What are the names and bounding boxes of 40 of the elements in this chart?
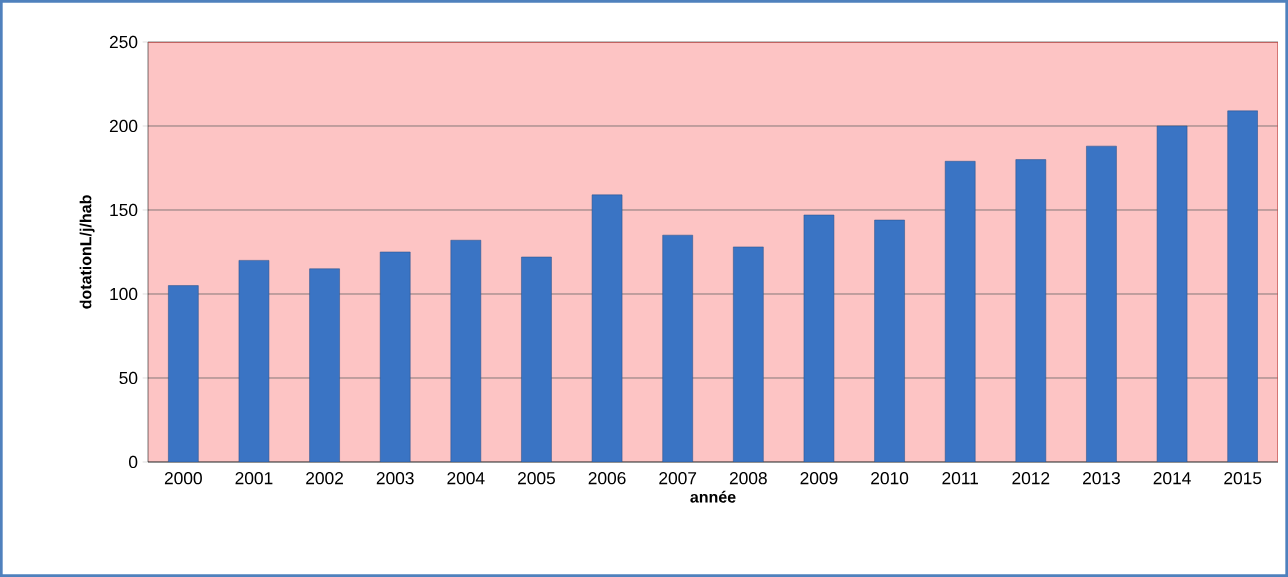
bar: [1015, 159, 1047, 462]
x-tick-label: 2002: [306, 472, 343, 485]
bar: [521, 256, 552, 462]
x-tick-label: 2001: [235, 472, 273, 485]
x-axis-title: année: [690, 490, 736, 503]
bar: [803, 214, 835, 462]
bar: [1227, 110, 1258, 462]
y-tick-label: 0: [129, 455, 138, 469]
x-tick-label: 2011: [942, 472, 978, 485]
bar: [450, 239, 482, 462]
bar: [662, 234, 693, 462]
x-tick-label: 2012: [1012, 472, 1050, 485]
bar: [309, 268, 340, 462]
x-tick-label: 2010: [871, 472, 909, 485]
y-tick-label: 50: [119, 371, 138, 385]
x-tick-label: 2007: [659, 472, 697, 485]
bar: [591, 194, 623, 462]
x-tick-label: 2013: [1083, 472, 1120, 485]
bar: [944, 161, 976, 462]
x-tick-label: 2015: [1224, 472, 1262, 485]
x-tick-label: 2014: [1153, 472, 1191, 485]
bar: [874, 219, 905, 462]
x-tick-label: 2000: [164, 472, 202, 485]
x-tick-label: 2006: [588, 472, 626, 485]
bar: [238, 260, 270, 462]
bar: [733, 246, 764, 462]
x-tick-label: 2008: [729, 472, 767, 485]
y-tick-label: 250: [109, 35, 138, 49]
x-tick-label: 2009: [800, 472, 838, 485]
bar: [1156, 125, 1188, 462]
x-tick-label: 2003: [376, 472, 414, 485]
y-tick-label: 150: [110, 203, 138, 217]
bar: [168, 285, 199, 462]
x-tick-label: 2005: [518, 472, 555, 485]
y-tick-label: 200: [109, 119, 138, 133]
bar: [1086, 145, 1117, 462]
x-tick-label: 2004: [447, 472, 485, 485]
y-tick-label: 100: [110, 287, 138, 301]
bar: [379, 251, 411, 462]
y-axis-title: dotationL/j/hab: [79, 195, 95, 309]
